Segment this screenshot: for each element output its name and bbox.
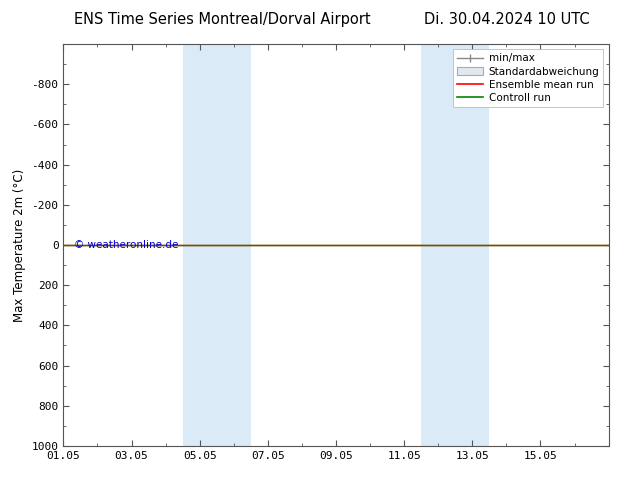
Text: ENS Time Series Montreal/Dorval Airport: ENS Time Series Montreal/Dorval Airport	[74, 12, 370, 27]
Bar	[183, 44, 251, 446]
Text: © weatheronline.de: © weatheronline.de	[74, 240, 179, 250]
Bar	[421, 44, 489, 446]
Y-axis label: Max Temperature 2m (°C): Max Temperature 2m (°C)	[13, 169, 26, 321]
Text: Di. 30.04.2024 10 UTC: Di. 30.04.2024 10 UTC	[424, 12, 590, 27]
Legend: min/max, Standardabweichung, Ensemble mean run, Controll run: min/max, Standardabweichung, Ensemble me…	[453, 49, 604, 107]
